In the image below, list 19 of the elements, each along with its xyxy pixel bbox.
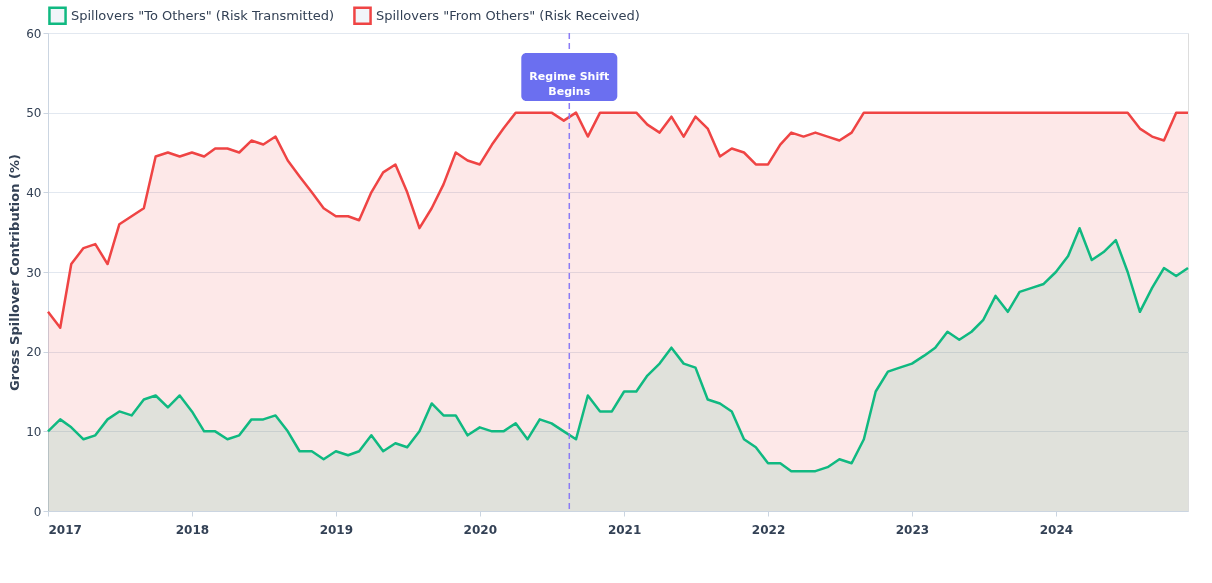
y-tick-label: 10 [26,424,42,439]
legend-label: Spillovers "To Others" (Risk Transmitted) [71,7,335,23]
y-tick-label: 60 [26,26,42,41]
x-tick-label: 2022 [751,522,786,537]
x-tick-label: 2020 [463,522,497,537]
legend-label: Spillovers "From Others" (Risk Received) [376,7,640,23]
y-axis-title: Gross Spillover Contribution (%) [7,154,23,391]
y-tick-label: 20 [26,345,42,360]
y-tick-label: 40 [26,185,42,200]
y-tick-label: 50 [26,106,42,121]
x-tick-label: 2024 [1039,522,1074,537]
ref-line-label: Regime Shift Begins [529,70,610,98]
y-tick-label: 0 [33,504,42,519]
x-tick-label: 2021 [607,522,642,537]
x-tick-label: 2023 [895,522,930,537]
x-tick-label: 2017 [48,522,82,537]
y-tick-label: 30 [26,265,42,280]
x-tick-label: 2019 [319,522,354,537]
x-tick-label: 2018 [175,522,210,537]
